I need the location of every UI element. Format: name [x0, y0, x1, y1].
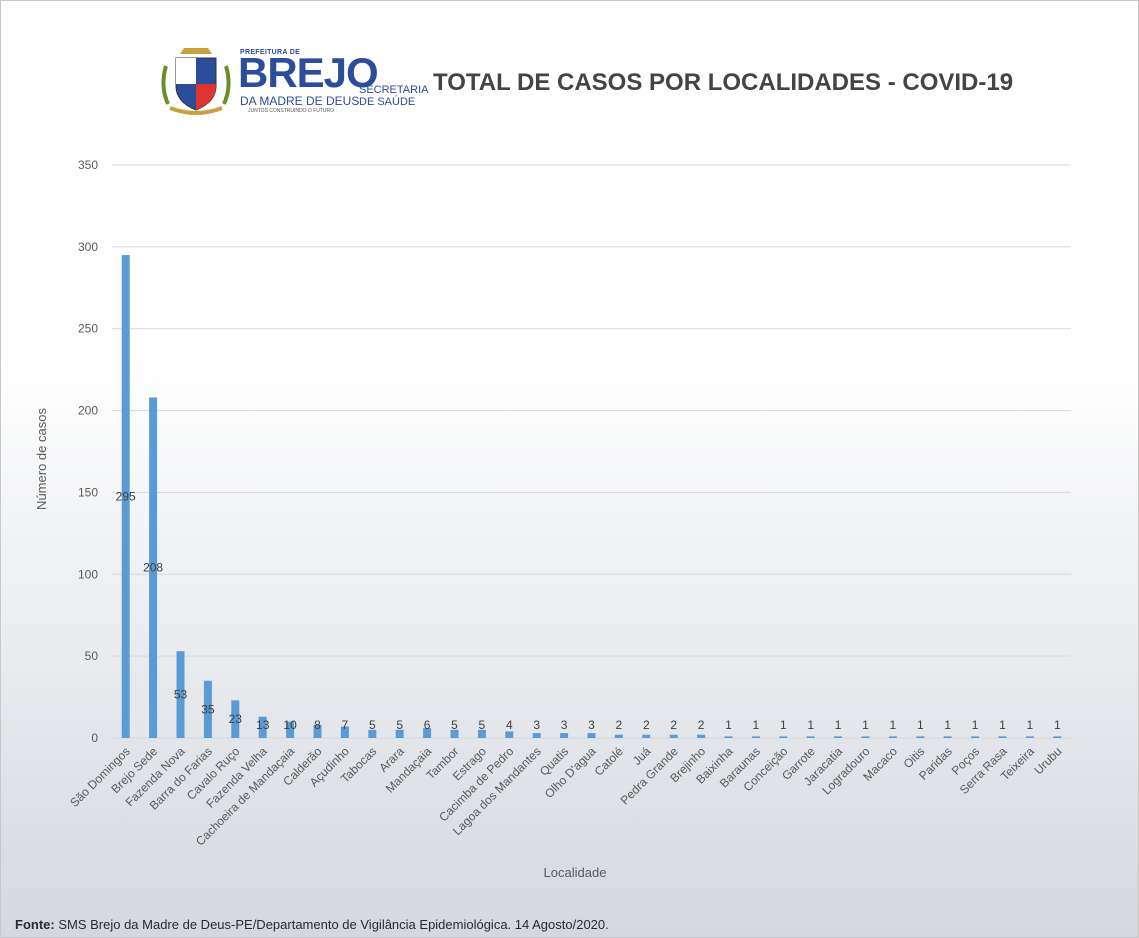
- bar: [477, 729, 486, 738]
- data-label: 3: [588, 718, 595, 732]
- data-label: 1: [862, 718, 869, 732]
- bar: [560, 733, 569, 738]
- data-label: 8: [314, 718, 321, 732]
- bar: [642, 734, 651, 738]
- logo-secretaria-line2: DE SAÚDE: [359, 96, 416, 108]
- data-label: 1: [890, 718, 897, 732]
- data-label: 2: [616, 718, 623, 732]
- data-label: 1: [1054, 718, 1061, 732]
- bar: [751, 736, 760, 738]
- bar: [1053, 736, 1062, 738]
- data-label: 3: [561, 718, 568, 732]
- bar: [697, 734, 706, 738]
- data-label: 10: [283, 718, 297, 732]
- bar: [368, 729, 377, 738]
- bar: [888, 736, 897, 738]
- data-label: 1: [753, 718, 760, 732]
- data-label: 6: [424, 718, 431, 732]
- logo-prefeitura-text: PREFEITURA DE: [240, 49, 301, 56]
- bar: [313, 724, 322, 738]
- bar: [614, 734, 623, 738]
- logo-motto: JUNTOS CONSTRUINDO O FUTURO: [248, 108, 335, 114]
- data-label: 1: [999, 718, 1006, 732]
- y-tick-label: 250: [78, 322, 98, 336]
- data-label: 1: [780, 718, 787, 732]
- bar: [258, 716, 267, 738]
- data-label: 23: [229, 712, 243, 726]
- y-tick-label: 50: [85, 649, 99, 663]
- bar: [971, 736, 980, 738]
- y-tick-label: 100: [78, 567, 98, 581]
- prefeitura-logo: PREFEITURA DE BREJO DA MADRE DE DEUS JUN…: [156, 46, 428, 120]
- chart-title: TOTAL DE CASOS POR LOCALIDADES - COVID-1…: [433, 69, 1014, 96]
- data-label: 3: [533, 718, 540, 732]
- bar: [669, 734, 678, 738]
- y-tick-label: 300: [78, 240, 98, 254]
- coat-of-arms-icon: [161, 48, 231, 115]
- bar: [149, 397, 158, 738]
- bar: [806, 736, 815, 738]
- bar: [587, 733, 596, 738]
- data-label: 2: [643, 718, 650, 732]
- bar: [505, 731, 514, 738]
- y-tick-label: 350: [78, 158, 98, 172]
- source-label: Fonte:: [15, 917, 55, 932]
- data-label: 13: [256, 718, 270, 732]
- bar: [532, 733, 541, 738]
- logo-brejo-text: BREJO: [238, 49, 379, 96]
- data-label: 1: [807, 718, 814, 732]
- data-label: 1: [917, 718, 924, 732]
- x-axis-label: Localidade: [544, 865, 607, 880]
- bar: [724, 736, 733, 738]
- data-label: 5: [451, 718, 458, 732]
- data-label: 5: [479, 718, 486, 732]
- data-label: 5: [396, 718, 403, 732]
- data-label: 208: [143, 561, 163, 575]
- data-label: 53: [174, 688, 188, 702]
- bar: [916, 736, 925, 738]
- logo-secretaria: SECRETARIA DE SAÚDE: [359, 84, 428, 108]
- y-tick-label: 200: [78, 404, 98, 418]
- data-label: 1: [725, 718, 732, 732]
- bar: [450, 729, 459, 738]
- bar: [176, 651, 185, 738]
- bar: [834, 736, 843, 738]
- data-label: 35: [201, 702, 215, 716]
- bar: [203, 680, 212, 738]
- x-tick-label: Urubu: [1031, 744, 1064, 777]
- y-axis-label: Número de casos: [34, 408, 49, 510]
- x-tick-label: Catolé: [592, 744, 627, 779]
- data-label: 7: [342, 718, 349, 732]
- bar: [861, 736, 870, 738]
- bar: [340, 726, 349, 738]
- y-tick-label: 0: [91, 731, 98, 745]
- data-label: 5: [369, 718, 376, 732]
- bar: [423, 728, 432, 738]
- data-label: 1: [835, 718, 842, 732]
- bar: [779, 736, 788, 738]
- bar: [286, 721, 295, 738]
- data-label: 4: [506, 718, 513, 732]
- data-label: 1: [1027, 718, 1034, 732]
- data-label: 1: [972, 718, 979, 732]
- source-footnote: Fonte: SMS Brejo da Madre de Deus-PE/Dep…: [15, 917, 609, 932]
- bar: [121, 255, 130, 739]
- y-tick-label: 150: [78, 485, 98, 499]
- data-label: 295: [116, 490, 136, 504]
- bar: [998, 736, 1007, 738]
- bar: [395, 729, 404, 738]
- bar: [943, 736, 952, 738]
- data-label: 2: [698, 718, 705, 732]
- bar: [231, 700, 240, 738]
- data-label: 2: [670, 718, 677, 732]
- logo-secretaria-line1: SECRETARIA: [359, 84, 429, 96]
- logo-subtitle: DA MADRE DE DEUS: [240, 94, 360, 108]
- bar: [1025, 736, 1034, 738]
- data-label: 1: [944, 718, 951, 732]
- source-text: SMS Brejo da Madre de Deus-PE/Departamen…: [54, 917, 609, 932]
